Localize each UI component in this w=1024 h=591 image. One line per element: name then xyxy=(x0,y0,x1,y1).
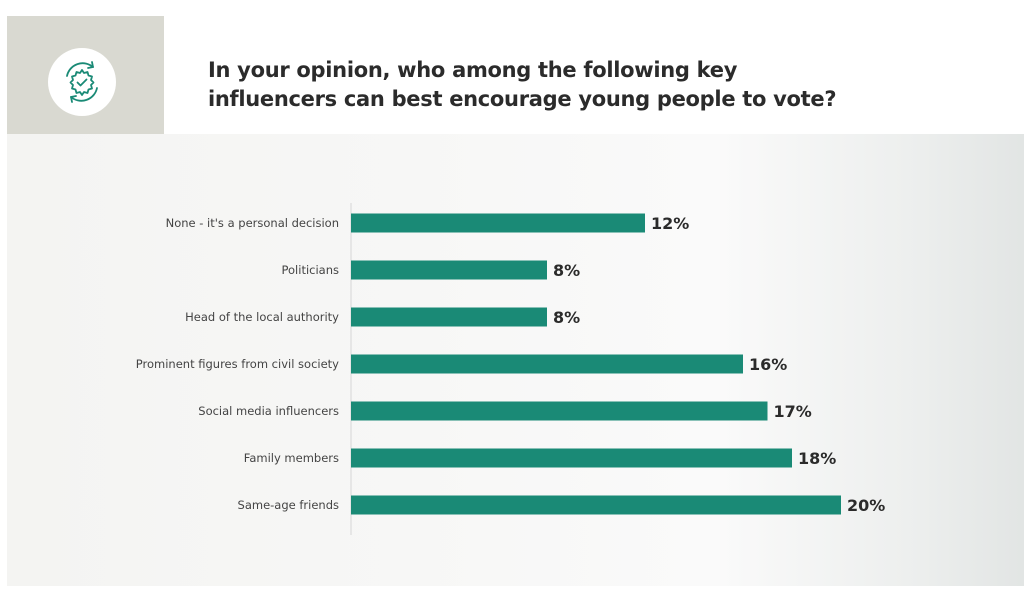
category-label: Politicians xyxy=(282,263,340,277)
icon-box xyxy=(7,16,164,134)
value-label: 8% xyxy=(553,261,580,280)
chart-title: In your opinion, who among the following… xyxy=(208,56,848,114)
value-label: 16% xyxy=(749,355,787,374)
gear-checkmark-icon xyxy=(66,61,98,103)
icon-badge xyxy=(48,48,116,116)
category-label: Social media influencers xyxy=(198,404,339,418)
chart-layer: None - it's a personal decision 12% Politi… xyxy=(136,203,885,535)
chart-title-line-2: influencers can best encourage young peo… xyxy=(208,87,837,111)
category-label: Same-age friends xyxy=(238,498,339,512)
bar xyxy=(351,307,547,327)
value-label: 8% xyxy=(553,308,580,327)
value-label: 17% xyxy=(774,402,812,421)
category-label: Head of the local authority xyxy=(185,310,339,324)
bar xyxy=(351,448,792,468)
value-label: 20% xyxy=(847,496,885,515)
category-label: None - it's a personal decision xyxy=(166,216,339,230)
bar xyxy=(351,401,768,421)
bar xyxy=(351,213,645,233)
value-label: 18% xyxy=(798,449,836,468)
bar xyxy=(351,495,841,515)
bar xyxy=(351,260,547,280)
chart-title-line-1: In your opinion, who among the following… xyxy=(208,58,738,82)
bar xyxy=(351,354,743,374)
category-label: Family members xyxy=(244,451,339,465)
bottom-strip xyxy=(0,586,1024,591)
value-label: 12% xyxy=(651,214,689,233)
category-label: Prominent figures from civil society xyxy=(136,357,339,371)
